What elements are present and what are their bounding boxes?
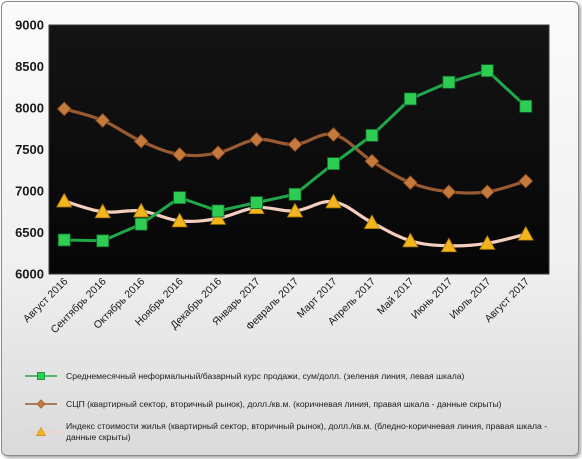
data-point-marker bbox=[210, 145, 226, 161]
legend: Среднемесячный неформальный/базарный кур… bbox=[25, 371, 547, 442]
data-point-marker bbox=[440, 237, 458, 253]
data-point-marker bbox=[56, 192, 73, 208]
data-point-marker bbox=[96, 234, 110, 248]
data-point-marker bbox=[133, 133, 149, 149]
y-tick-label: 6500 bbox=[15, 225, 44, 240]
data-point-marker bbox=[248, 131, 265, 148]
data-point-marker bbox=[517, 225, 534, 241]
y-tick-label: 9000 bbox=[15, 18, 44, 33]
data-point-marker bbox=[403, 92, 417, 106]
y-tick-label: 8000 bbox=[15, 101, 44, 116]
series-layer bbox=[56, 64, 534, 253]
legend-label: СЦП (квартирный сектор, вторичный рынок)… bbox=[66, 399, 502, 409]
data-point-marker bbox=[95, 112, 111, 129]
data-point-marker bbox=[171, 212, 188, 228]
data-point-marker bbox=[327, 157, 340, 171]
plot-area bbox=[48, 24, 550, 275]
data-point-marker bbox=[363, 214, 381, 229]
data-point-marker bbox=[173, 191, 187, 205]
data-point-marker bbox=[325, 193, 342, 209]
legend-label: данные скрыты) bbox=[66, 432, 131, 442]
data-point-marker bbox=[132, 202, 150, 218]
y-tick-label: 6000 bbox=[15, 267, 44, 282]
data-point-marker bbox=[402, 175, 418, 191]
legend-label: Индекс стоимости жилья (квартирный секто… bbox=[66, 421, 547, 431]
data-point-marker bbox=[325, 126, 342, 143]
data-point-marker bbox=[479, 184, 495, 200]
data-point-marker bbox=[288, 187, 302, 201]
data-point-marker bbox=[134, 217, 148, 231]
data-point-marker bbox=[441, 184, 457, 200]
data-point-marker bbox=[250, 196, 263, 210]
legend-marker bbox=[35, 426, 47, 436]
data-point-marker bbox=[402, 232, 419, 248]
legend-label: Среднемесячный неформальный/базарный кур… bbox=[66, 371, 465, 381]
data-point-marker bbox=[480, 64, 494, 78]
y-tick-label: 7000 bbox=[15, 184, 44, 199]
y-tick-label: 8500 bbox=[15, 59, 44, 74]
data-point-marker bbox=[365, 128, 379, 142]
data-point-marker bbox=[518, 173, 534, 189]
data-point-marker bbox=[519, 99, 533, 113]
data-point-marker bbox=[94, 203, 111, 219]
data-point-marker bbox=[57, 233, 71, 247]
data-point-marker bbox=[364, 153, 380, 169]
data-point-marker bbox=[172, 146, 188, 163]
data-point-marker bbox=[442, 75, 456, 89]
y-tick-label: 7500 bbox=[15, 142, 44, 157]
legend-marker bbox=[37, 372, 45, 380]
data-point-marker bbox=[56, 101, 72, 117]
y-axis-ticks: 6000 6500 7000 7500 8000 8500 9000 bbox=[15, 18, 44, 282]
data-point-marker bbox=[211, 204, 225, 218]
data-point-marker bbox=[287, 136, 303, 153]
data-point-marker bbox=[479, 234, 496, 250]
data-point-marker bbox=[209, 210, 227, 225]
data-point-marker bbox=[286, 202, 304, 218]
legend-marker bbox=[36, 399, 46, 409]
